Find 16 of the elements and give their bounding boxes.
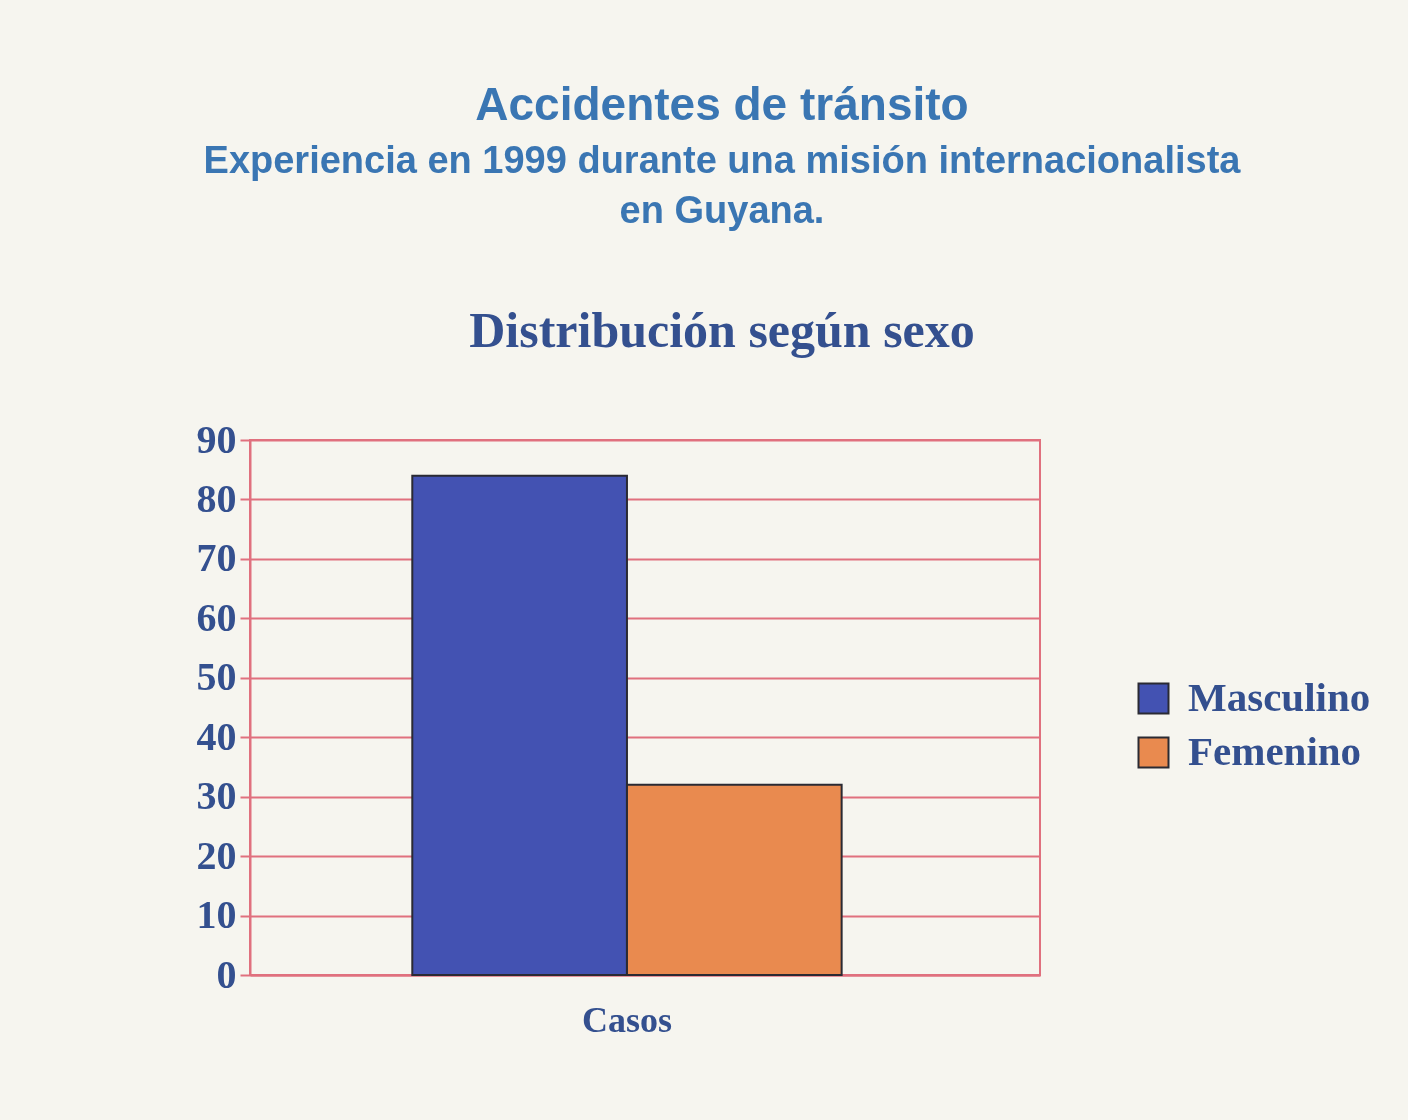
y-tick-label: 90	[196, 416, 237, 462]
chart-title: Accidentes de tránsito	[474, 77, 970, 132]
legend-label: Femenino	[1188, 727, 1362, 774]
legend-label: Masculino	[1188, 673, 1371, 720]
y-tick-label: 50	[196, 654, 237, 700]
y-tick-label: 60	[196, 594, 237, 640]
y-tick-label: 70	[196, 535, 237, 581]
y-tick-label: 30	[196, 773, 237, 819]
y-tick-label: 80	[196, 475, 237, 521]
y-tick-label: 20	[196, 832, 237, 878]
y-tick-label: 10	[196, 892, 237, 938]
text: Distribución según sexo	[468, 301, 976, 360]
y-tick-label: 0	[216, 951, 237, 997]
chart-subtitle: Experiencia en 1999 durante una misión internacionalista en Guyana.	[202, 138, 1242, 233]
y-tick-label: 40	[196, 713, 237, 759]
x-tick-label: Casos	[581, 999, 672, 1040]
